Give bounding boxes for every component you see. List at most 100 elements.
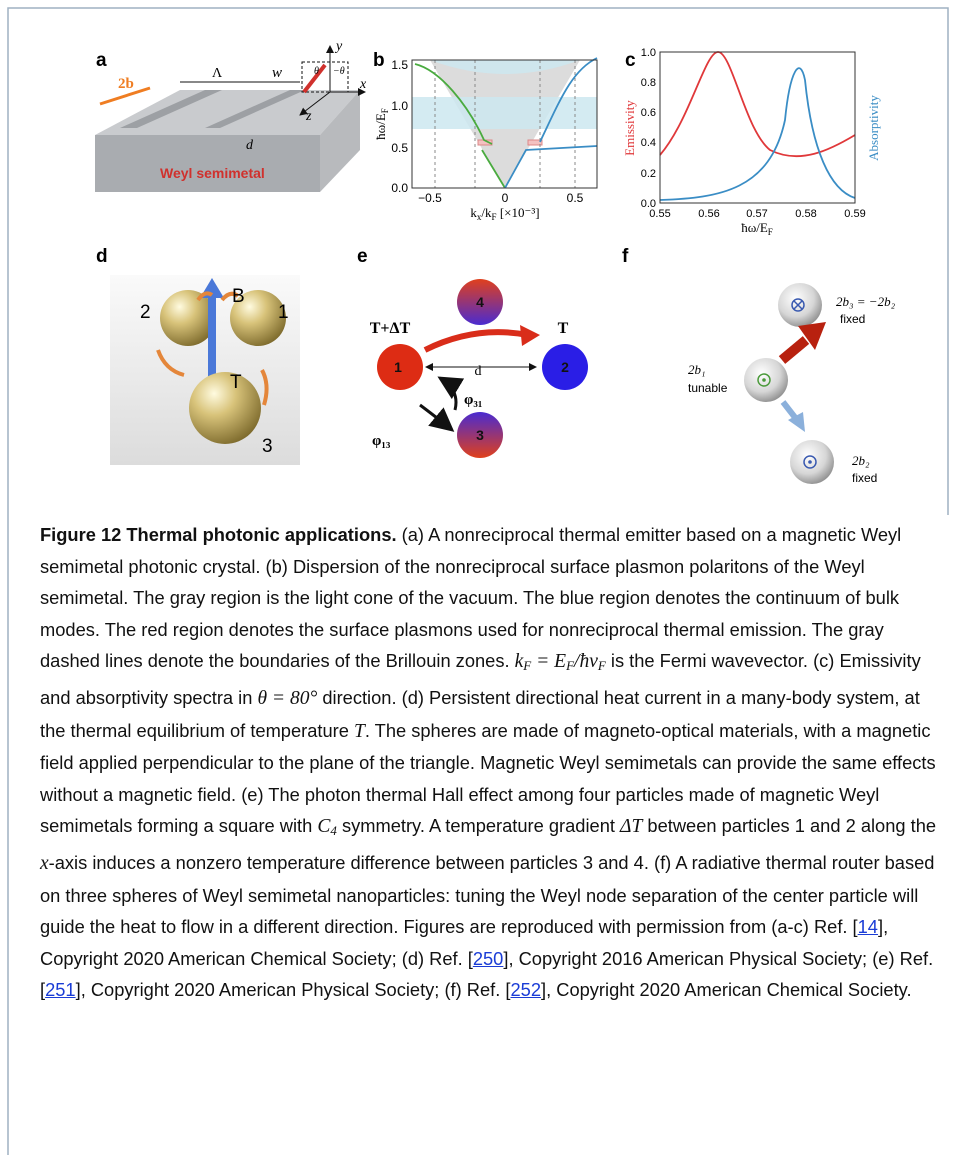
x-tick-label: 0.58	[795, 208, 816, 220]
caption-text: symmetry. A temperature gradient	[337, 815, 620, 836]
panel-f: f 2b₁ tunable 2b₃ = −2b₂ fixed 2b₂ fixed	[622, 246, 896, 485]
y-axis-label: Absorptivity	[866, 95, 881, 161]
heat-arrow	[425, 332, 528, 350]
caption-text: k	[515, 651, 524, 672]
annotation: fixed	[840, 312, 865, 326]
annotation: B	[232, 286, 245, 307]
particle-label: 4	[476, 294, 484, 310]
annotation: −θ	[333, 66, 345, 77]
annotation: 1	[278, 302, 289, 323]
panel-label: a	[96, 50, 107, 71]
phi-arrow	[440, 378, 456, 410]
annotation: T	[558, 320, 569, 337]
annotation: 2b₃ = −2b₂	[836, 294, 896, 309]
annotation: fixed	[852, 471, 877, 485]
reference-link[interactable]: 250	[473, 948, 504, 969]
annotation: T+ΔT	[370, 320, 411, 337]
caption-text: T	[354, 721, 365, 742]
annotation: Weyl semimetal	[160, 165, 265, 181]
x-tick-label: 0.57	[746, 208, 767, 220]
x-tick-label: 0.5	[567, 191, 584, 205]
heat-arrow	[520, 325, 540, 346]
label-part: [×10⁻³]	[497, 205, 540, 220]
x-tick-label: 0.55	[649, 208, 670, 220]
slab-top	[95, 90, 360, 135]
x-tick-label: 0	[502, 191, 509, 205]
y-axis-label: ħω/EF	[373, 108, 390, 140]
slab-front	[95, 135, 320, 192]
sphere	[744, 358, 788, 402]
y-tick-label: 1.5	[391, 58, 408, 72]
annotation: d	[246, 138, 254, 153]
annotation: 2b₂	[852, 453, 870, 468]
caption-text: ], Copyright 2020 American Physical Soci…	[76, 979, 511, 1000]
particle-label: 2	[561, 359, 569, 375]
reference-link[interactable]: 252	[510, 979, 541, 1000]
label-part: F	[380, 108, 390, 113]
panel-label: f	[622, 246, 629, 267]
annotation: 2b₁	[688, 362, 706, 377]
caption-text: /ħv	[574, 651, 598, 672]
annotation: Λ	[212, 66, 223, 81]
node-symbol	[808, 460, 812, 464]
annotation: x	[359, 77, 367, 92]
page: a 2b Λ w d Weyl semimetal y x z θ −θ b	[0, 0, 956, 1155]
annotation: 2	[140, 302, 151, 323]
sphere	[790, 440, 834, 484]
x-axis-label: kx/kF [×10⁻³]	[470, 205, 539, 222]
caption-text: F	[598, 658, 606, 673]
label-part: /k	[481, 205, 492, 220]
phi-arrow	[420, 405, 452, 430]
particle-label: 3	[476, 427, 484, 443]
caption-text: x	[40, 853, 49, 874]
y-tick-label: 0.8	[641, 77, 656, 89]
panel-d: d B T 1 2 3	[96, 246, 300, 465]
curve	[660, 52, 855, 156]
y-tick-label: 0.6	[641, 107, 656, 119]
x-tick-label: 0.59	[844, 208, 865, 220]
panel-b: b 0.0 0.5 1.0 1.5 −0.5 0 0.5 ħω/EF kx/kF…	[373, 50, 597, 222]
panel-label: e	[357, 246, 368, 267]
annotation: tunable	[688, 381, 728, 395]
y-tick-label: 0.4	[641, 137, 656, 149]
annotation: d	[475, 364, 482, 379]
annotation: φ₁₃	[372, 433, 391, 449]
bulk-band	[412, 97, 597, 129]
label-part: F	[768, 227, 773, 237]
annotation: y	[334, 39, 343, 54]
caption-text: between particles 1 and 2 along the	[642, 815, 936, 836]
y-axis-label: Emissivity	[622, 100, 637, 156]
panel-e: e 1 2 3 4 T+ΔT T d φ₃₁ φ₁₃	[357, 246, 588, 458]
caption: Figure 12 Thermal photonic applications.…	[40, 519, 948, 1006]
caption-text: C	[317, 816, 330, 837]
annotation: θ	[314, 66, 319, 77]
x-tick-label: −0.5	[418, 191, 442, 205]
label-part: ħω/E	[373, 113, 388, 140]
x-tick-label: 0.56	[698, 208, 719, 220]
caption-text: θ = 80°	[257, 688, 317, 709]
heat-arrow	[782, 340, 806, 360]
node-symbol	[762, 378, 766, 382]
sphere	[189, 372, 261, 444]
y-tick-label: 0.5	[391, 141, 408, 155]
annotation: 2b	[118, 76, 134, 92]
panel-label: b	[373, 50, 385, 71]
reference-link[interactable]: 251	[45, 979, 76, 1000]
annotation: w	[272, 65, 282, 81]
particle-label: 1	[394, 359, 402, 375]
caption-label: Figure 12	[40, 524, 121, 545]
caption-text: = E	[531, 651, 566, 672]
plot-frame	[660, 52, 855, 203]
y-tick-label: 0.0	[391, 181, 408, 195]
caption-text: ], Copyright 2020 American Chemical Soci…	[541, 979, 912, 1000]
label-part: ħω/E	[741, 220, 768, 235]
panel-label: c	[625, 50, 636, 71]
annotation: z	[305, 109, 312, 124]
caption-title: Thermal photonic applications.	[126, 524, 396, 545]
y-tick-label: 1.0	[391, 99, 408, 113]
annotation: 3	[262, 436, 273, 457]
reference-link[interactable]: 14	[858, 916, 878, 937]
caption-text: F	[566, 658, 574, 673]
panel-label: d	[96, 246, 108, 267]
x-axis-label: ħω/EF	[741, 220, 773, 237]
